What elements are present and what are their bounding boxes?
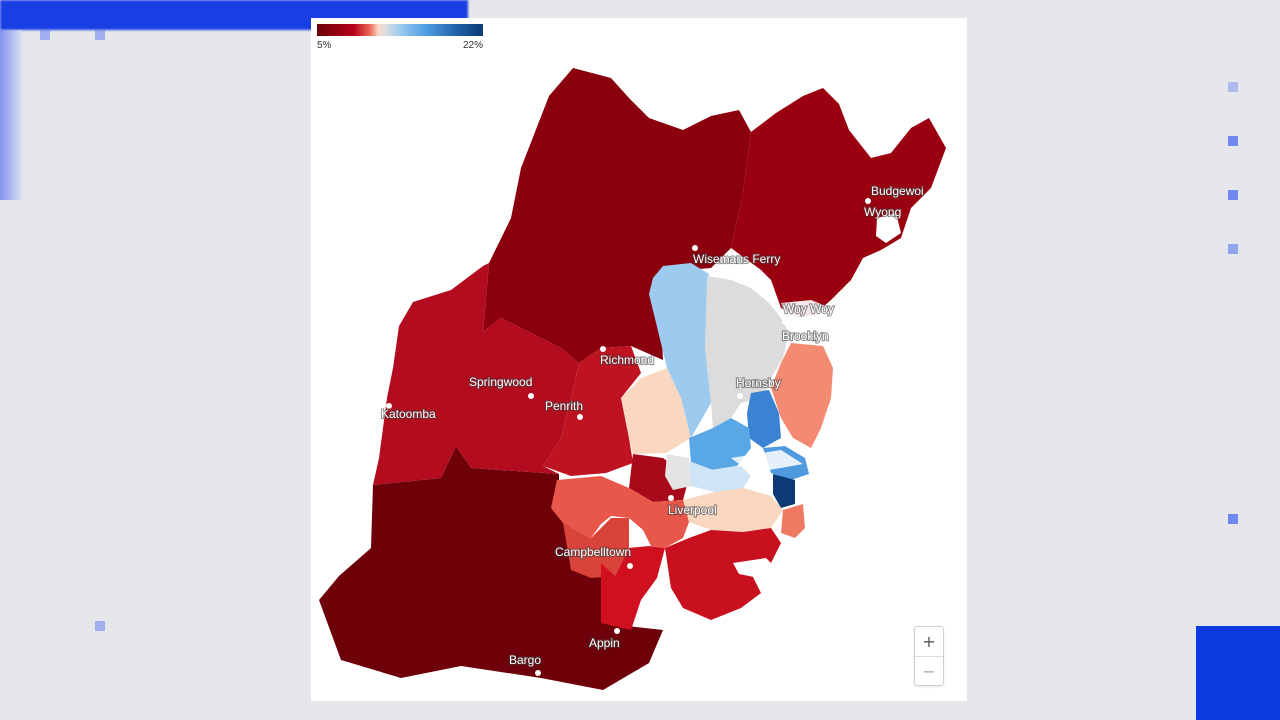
region-hawkesbury[interactable] bbox=[483, 68, 751, 363]
background-square bbox=[1228, 514, 1238, 524]
map-panel: 5% 22% Budgewoi Wyong Wisemans Ferry Woy… bbox=[311, 18, 967, 701]
region-inner-west[interactable] bbox=[681, 458, 751, 492]
region-hills[interactable] bbox=[621, 368, 691, 454]
background-square bbox=[1228, 244, 1238, 254]
region-campbelltown[interactable] bbox=[563, 518, 629, 578]
background-square bbox=[95, 621, 105, 631]
region-northern-beaches[interactable] bbox=[771, 343, 833, 448]
waterway bbox=[733, 558, 776, 578]
region-light-blue[interactable] bbox=[649, 263, 711, 438]
region-penrith[interactable] bbox=[543, 346, 641, 476]
region-central-coast[interactable] bbox=[731, 88, 946, 318]
waterway bbox=[731, 450, 803, 473]
region-ryde[interactable] bbox=[689, 418, 751, 470]
region-wollondilly[interactable] bbox=[319, 446, 663, 690]
region-hornsby[interactable] bbox=[705, 276, 789, 428]
zoom-in-button[interactable]: + bbox=[915, 627, 943, 656]
background-accent-block bbox=[1196, 626, 1280, 720]
region-parramatta[interactable] bbox=[665, 454, 691, 490]
legend-min-label: 5% bbox=[317, 40, 332, 51]
zoom-divider bbox=[915, 656, 943, 657]
zoom-out-button[interactable]: − bbox=[915, 657, 943, 686]
choropleth-map[interactable] bbox=[311, 18, 967, 701]
background-square bbox=[95, 30, 105, 40]
region-liverpool[interactable] bbox=[551, 476, 689, 548]
region-blue-mountains[interactable] bbox=[373, 263, 579, 485]
waterway bbox=[781, 300, 839, 333]
region-eastern-suburbs[interactable] bbox=[773, 474, 795, 508]
background-square bbox=[1228, 82, 1238, 92]
background-square bbox=[1228, 136, 1238, 146]
region-canterbury[interactable] bbox=[683, 488, 783, 532]
waterway bbox=[876, 213, 901, 243]
background-square bbox=[1228, 190, 1238, 200]
legend: 5% 22% bbox=[317, 24, 483, 51]
zoom-control: + − bbox=[914, 626, 944, 686]
region-blacktown[interactable] bbox=[629, 454, 689, 502]
background-square bbox=[40, 30, 50, 40]
region-sutherland[interactable] bbox=[665, 528, 781, 620]
region-botany[interactable] bbox=[781, 504, 805, 538]
background-accent-bar bbox=[0, 30, 22, 200]
region-ku-ring-gai[interactable] bbox=[747, 390, 781, 448]
legend-max-label: 22% bbox=[462, 40, 483, 51]
legend-color-scale bbox=[317, 24, 483, 36]
region-camden[interactable] bbox=[601, 546, 665, 630]
